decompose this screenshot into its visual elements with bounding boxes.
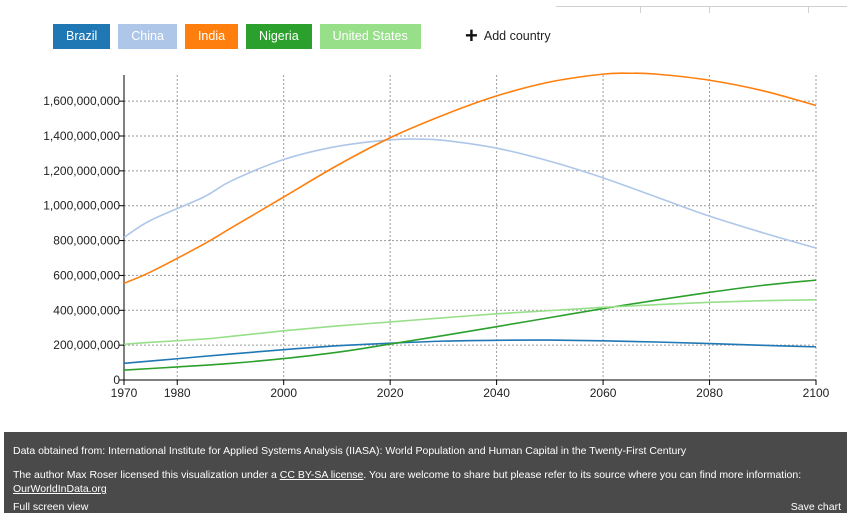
add-country-button[interactable]: + Add country xyxy=(465,23,551,48)
y-tick-label: 400,000,000 xyxy=(53,303,120,317)
tab-3[interactable] xyxy=(709,7,808,13)
x-tick-label: 2000 xyxy=(270,386,297,400)
legend-chip-india[interactable]: India xyxy=(184,24,239,49)
save-chart-button[interactable]: Save chart xyxy=(790,501,841,513)
series-line-nigeria xyxy=(123,279,817,371)
y-tick-label: 600,000,000 xyxy=(53,268,120,282)
license-prefix: The author Max Roser licensed this visua… xyxy=(13,469,280,481)
tab-1[interactable] xyxy=(556,7,640,13)
tab-2[interactable] xyxy=(640,7,709,13)
tab-strip xyxy=(556,0,847,13)
y-tick-label: 1,000,000,000 xyxy=(43,199,120,213)
site-link[interactable]: OurWorldInData.org xyxy=(13,483,107,495)
plus-icon: + xyxy=(465,23,478,48)
population-line-chart: 0 200,000,000 400,000,000 600,000,000 800,00… xyxy=(43,72,830,400)
series-line-india xyxy=(123,72,817,285)
series-line-united-states xyxy=(123,299,817,346)
y-tick-label: 1,600,000,000 xyxy=(43,94,120,108)
x-tick-label: 2100 xyxy=(803,386,830,400)
legend-chip-brazil[interactable]: Brazil xyxy=(53,24,111,49)
country-legend: Brazil China India Nigeria United States xyxy=(53,24,421,49)
series-line-brazil xyxy=(123,339,817,365)
license-link[interactable]: CC BY-SA license xyxy=(279,469,364,481)
legend-chip-nigeria[interactable]: Nigeria xyxy=(246,24,312,49)
x-tick-label: 1980 xyxy=(164,386,191,400)
chart-footer: Data obtained from: International Instit… xyxy=(4,432,847,513)
y-tick-label: 0 xyxy=(113,373,120,387)
x-tick-label: 2020 xyxy=(377,386,404,400)
source-text: Data obtained from: International Instit… xyxy=(13,445,687,457)
legend-chip-china[interactable]: China xyxy=(118,24,177,49)
y-tick-label: 1,200,000,000 xyxy=(43,164,120,178)
y-tick-label: 200,000,000 xyxy=(53,338,120,352)
x-tick-label: 1970 xyxy=(111,386,138,400)
legend-chip-united-states[interactable]: United States xyxy=(319,24,421,49)
y-tick-label: 800,000,000 xyxy=(53,234,120,248)
tab-4[interactable] xyxy=(808,7,845,13)
license-suffix: . You are welcome to share but please re… xyxy=(363,469,802,481)
add-country-label: Add country xyxy=(483,29,551,43)
x-tick-label: 2060 xyxy=(590,386,617,400)
series-line-china xyxy=(123,138,817,249)
x-tick-label: 2080 xyxy=(696,386,723,400)
license-text: The author Max Roser licensed this visua… xyxy=(13,468,837,496)
full-screen-button[interactable]: Full screen view xyxy=(13,501,89,513)
x-tick-label: 2040 xyxy=(483,386,510,400)
y-tick-label: 1,400,000,000 xyxy=(43,129,120,143)
